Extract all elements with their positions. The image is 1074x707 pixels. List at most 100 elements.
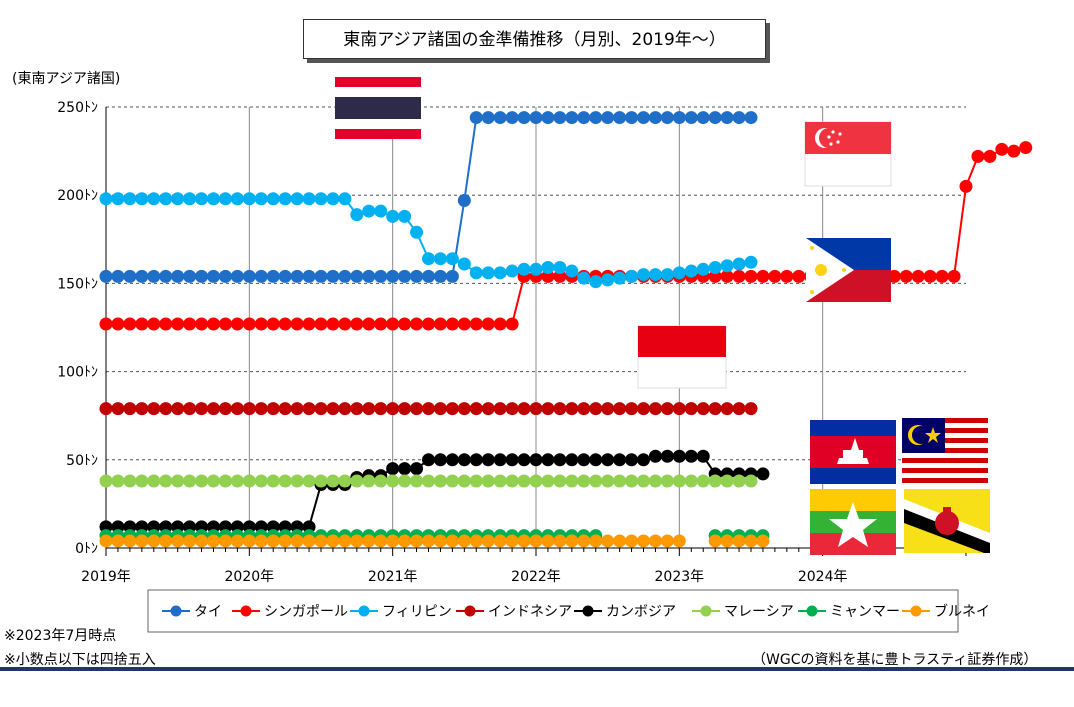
data-point bbox=[601, 273, 615, 287]
data-point bbox=[254, 192, 268, 206]
data-point bbox=[720, 474, 734, 488]
data-point bbox=[601, 474, 615, 488]
indonesia-flag bbox=[637, 325, 727, 389]
data-point bbox=[314, 192, 328, 206]
series-0 bbox=[99, 111, 758, 283]
data-point bbox=[183, 317, 197, 331]
data-point bbox=[314, 317, 328, 331]
x-tick-label: 2023年 bbox=[655, 569, 705, 585]
data-point bbox=[720, 402, 734, 416]
data-point bbox=[374, 474, 388, 488]
data-point bbox=[398, 317, 412, 331]
legend-item: ミャンマー bbox=[798, 604, 900, 620]
data-point bbox=[195, 402, 209, 416]
data-point bbox=[159, 534, 173, 548]
series-5 bbox=[99, 474, 758, 488]
data-point bbox=[410, 462, 424, 476]
data-point bbox=[672, 266, 686, 280]
bottom-rule bbox=[0, 667, 1074, 671]
x-tick-label: 2020年 bbox=[225, 569, 275, 585]
data-point bbox=[648, 402, 662, 416]
data-point bbox=[135, 534, 149, 548]
data-point bbox=[481, 453, 495, 467]
data-point bbox=[744, 534, 758, 548]
data-point bbox=[183, 534, 197, 548]
data-point bbox=[254, 317, 268, 331]
data-point bbox=[242, 269, 256, 283]
data-point bbox=[195, 474, 209, 488]
data-point bbox=[338, 269, 352, 283]
data-point bbox=[696, 262, 710, 276]
data-point bbox=[637, 474, 650, 488]
data-point bbox=[481, 402, 495, 416]
data-point bbox=[648, 474, 662, 488]
data-point bbox=[350, 402, 364, 416]
data-point bbox=[995, 142, 1009, 156]
data-point bbox=[983, 149, 997, 163]
data-point bbox=[505, 317, 519, 331]
data-point bbox=[386, 317, 400, 331]
data-point bbox=[218, 534, 232, 548]
data-point bbox=[732, 269, 746, 283]
data-point bbox=[660, 402, 674, 416]
data-point bbox=[541, 261, 555, 275]
data-point bbox=[445, 402, 459, 416]
legend-marker bbox=[358, 605, 370, 617]
legend-marker bbox=[806, 605, 818, 617]
data-point bbox=[445, 474, 459, 488]
data-point bbox=[637, 534, 650, 548]
data-point bbox=[135, 317, 149, 331]
data-point bbox=[672, 402, 686, 416]
data-point bbox=[601, 453, 615, 467]
data-point bbox=[625, 474, 639, 488]
data-point bbox=[565, 474, 579, 488]
data-point bbox=[314, 402, 328, 416]
data-point bbox=[660, 111, 674, 125]
data-point bbox=[481, 111, 495, 125]
data-point bbox=[159, 192, 173, 206]
data-point bbox=[171, 269, 185, 283]
data-point bbox=[1019, 141, 1033, 155]
data-point bbox=[135, 192, 149, 206]
data-point bbox=[218, 474, 232, 488]
data-point bbox=[111, 269, 125, 283]
y-tick-label: 200ﾄﾝ bbox=[57, 188, 98, 204]
data-point bbox=[386, 462, 400, 476]
y-tick-label: 250ﾄﾝ bbox=[57, 100, 98, 116]
data-point bbox=[326, 402, 340, 416]
data-point bbox=[672, 474, 686, 488]
data-point bbox=[457, 402, 471, 416]
data-point bbox=[422, 402, 435, 416]
axes: 250ﾄﾝ 200ﾄﾝ 150ﾄﾝ 100ﾄﾝ 50ﾄﾝ 0ﾄﾝ 2019年 2020年 202… bbox=[12, 71, 967, 585]
data-point bbox=[1007, 144, 1021, 158]
data-point bbox=[350, 534, 364, 548]
data-point bbox=[505, 111, 519, 125]
data-point bbox=[195, 192, 209, 206]
cambodia-flag bbox=[810, 420, 896, 484]
data-point bbox=[684, 449, 698, 463]
data-point bbox=[278, 534, 292, 548]
data-point bbox=[708, 402, 722, 416]
data-point bbox=[278, 269, 292, 283]
data-point bbox=[266, 192, 280, 206]
data-point bbox=[433, 269, 447, 283]
data-point bbox=[230, 317, 244, 331]
data-point bbox=[708, 474, 722, 488]
data-point bbox=[254, 534, 268, 548]
data-point bbox=[505, 474, 519, 488]
data-point bbox=[601, 111, 615, 125]
data-point bbox=[720, 269, 734, 283]
data-point bbox=[433, 402, 447, 416]
data-point bbox=[708, 534, 722, 548]
data-point bbox=[577, 271, 591, 285]
data-point bbox=[457, 257, 471, 271]
legend-label: インドネシア bbox=[488, 604, 572, 620]
data-point bbox=[732, 111, 746, 125]
data-point bbox=[242, 474, 256, 488]
data-point bbox=[493, 111, 507, 125]
data-point bbox=[159, 402, 173, 416]
data-point bbox=[529, 534, 543, 548]
data-point bbox=[696, 474, 710, 488]
data-point bbox=[183, 474, 197, 488]
data-point bbox=[410, 225, 424, 239]
